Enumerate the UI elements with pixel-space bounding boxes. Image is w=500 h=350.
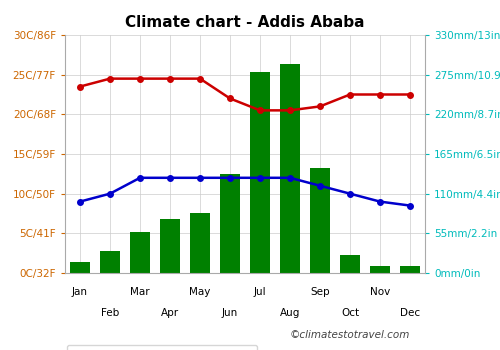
- Bar: [370, 266, 390, 273]
- Text: Jul: Jul: [254, 287, 266, 297]
- Text: Dec: Dec: [400, 308, 420, 318]
- Bar: [340, 255, 360, 273]
- Text: Mar: Mar: [130, 287, 150, 297]
- Text: Oct: Oct: [341, 308, 359, 318]
- Text: Aug: Aug: [280, 308, 300, 318]
- Text: Feb: Feb: [101, 308, 119, 318]
- Bar: [220, 174, 240, 273]
- Bar: [160, 219, 180, 273]
- Bar: [310, 168, 330, 273]
- Text: Apr: Apr: [161, 308, 179, 318]
- Bar: [130, 232, 150, 273]
- Bar: [250, 72, 270, 273]
- Legend: Prec, Min, Max: Prec, Min, Max: [67, 345, 257, 350]
- Text: Jun: Jun: [222, 308, 238, 318]
- Text: ©climatestotravel.com: ©climatestotravel.com: [290, 329, 410, 340]
- Bar: [400, 266, 420, 273]
- Title: Climate chart - Addis Ababa: Climate chart - Addis Ababa: [125, 15, 365, 30]
- Bar: [70, 262, 90, 273]
- Text: Sep: Sep: [310, 287, 330, 297]
- Bar: [190, 213, 210, 273]
- Bar: [100, 251, 120, 273]
- Bar: [280, 64, 300, 273]
- Text: Nov: Nov: [370, 287, 390, 297]
- Text: May: May: [190, 287, 210, 297]
- Text: Jan: Jan: [72, 287, 88, 297]
